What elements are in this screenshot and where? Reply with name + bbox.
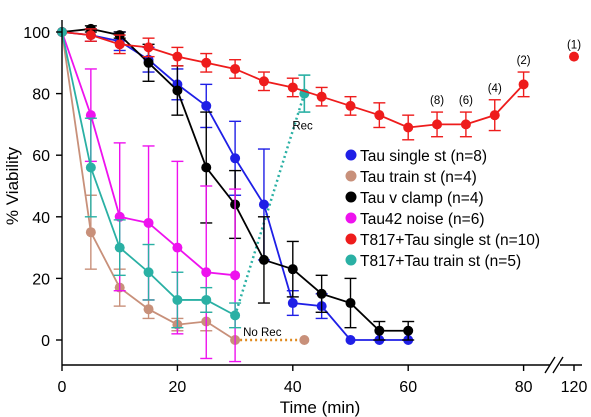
data-point — [143, 304, 154, 315]
data-point — [374, 325, 385, 336]
data-point — [114, 39, 125, 50]
legend-label: Tau single st (n=8) — [360, 148, 487, 165]
legend-marker — [345, 254, 357, 266]
data-point — [85, 30, 96, 41]
y-axis-label: % Viability — [3, 146, 22, 225]
legend-marker — [345, 233, 357, 245]
data-point — [143, 217, 154, 228]
x-tick-label: 40 — [284, 379, 302, 396]
x-tick-label: 60 — [399, 379, 417, 396]
data-point — [201, 57, 212, 68]
data-point — [403, 122, 414, 133]
data-point — [432, 119, 443, 130]
x-tick-label: 0 — [58, 379, 67, 396]
data-point — [230, 270, 241, 281]
data-point — [345, 100, 356, 111]
legend-marker — [345, 149, 357, 161]
legend-label: T817+Tau train st (n=5) — [360, 253, 521, 270]
count-annotation: (2) — [517, 55, 531, 67]
x-axis-break-mark — [552, 356, 564, 374]
count-annotation: (6) — [459, 95, 473, 107]
data-point — [172, 51, 183, 62]
data-point — [403, 325, 414, 336]
recovery-point — [299, 335, 310, 345]
data-point — [201, 162, 212, 173]
data-point — [287, 82, 298, 93]
data-point — [345, 298, 356, 309]
data-point — [258, 76, 269, 87]
count-annotation: (4) — [488, 83, 502, 95]
series-t817-tau-train-st-n-5 — [57, 27, 242, 329]
data-point — [316, 288, 327, 299]
data-point — [258, 254, 269, 265]
x-tick-label: 80 — [515, 379, 533, 396]
data-point — [172, 85, 183, 96]
data-point — [172, 242, 183, 253]
recovery-line-rec — [233, 93, 306, 316]
data-point — [230, 153, 241, 164]
y-tick-label: 80 — [32, 87, 50, 104]
data-point — [569, 51, 579, 62]
x-tick-label: 120 — [561, 379, 588, 396]
legend-label: Tau train st (n=4) — [360, 169, 477, 186]
data-point — [143, 42, 154, 53]
data-point — [287, 264, 298, 275]
data-point — [201, 267, 212, 278]
count-annotation: (1) — [567, 40, 581, 52]
data-point — [287, 298, 298, 309]
y-tick-label: 100 — [23, 25, 50, 42]
legend-marker — [345, 170, 357, 182]
data-point — [85, 162, 96, 173]
y-tick-label: 60 — [32, 148, 50, 165]
legend-label: T817+Tau single st (n=10) — [360, 232, 540, 249]
data-point — [345, 335, 356, 345]
recovery-label-no-rec: No Rec — [243, 327, 282, 339]
data-point — [230, 310, 241, 321]
count-annotation: (8) — [430, 95, 444, 107]
data-point — [258, 199, 269, 210]
legend: Tau single st (n=8) Tau train st (n=4) Tau… — [345, 148, 540, 270]
y-tick-label: 20 — [32, 271, 50, 288]
legend-marker — [345, 212, 357, 224]
series-tau42-noise-n-6 — [57, 27, 242, 363]
y-tick-label: 0 — [41, 333, 50, 350]
x-axis-label: Time (min) — [280, 398, 361, 417]
data-point — [460, 119, 471, 130]
legend-label: Tau v clamp (n=4) — [360, 190, 484, 207]
legend-label: Tau42 noise (n=6) — [360, 211, 485, 228]
data-point — [230, 63, 241, 74]
recovery-lines: Rec No Rec — [233, 74, 313, 345]
data-point — [114, 242, 125, 253]
x-tick-label: 20 — [169, 379, 187, 396]
data-point — [172, 294, 183, 305]
legend-marker — [345, 191, 357, 203]
data-point — [489, 110, 500, 121]
data-point — [201, 294, 212, 305]
series-t817-tau-single-st-n-10 — [57, 27, 579, 141]
series-layer — [57, 23, 579, 363]
data-point — [143, 57, 154, 68]
recovery-label-rec: Rec — [292, 121, 313, 133]
data-point — [316, 91, 327, 102]
data-point — [143, 267, 154, 278]
data-point — [518, 79, 529, 90]
axes: 0 20 40 60 80 100 0 20 40 60 80 120 Time (min) % Viab… — [3, 20, 587, 417]
x-axis-break-mark — [544, 356, 556, 374]
data-point — [374, 110, 385, 121]
y-tick-label: 40 — [32, 210, 50, 227]
data-point — [85, 227, 96, 238]
data-point — [201, 100, 212, 111]
count-annotations: (8) (6) (4) (2) (1) — [430, 40, 581, 107]
